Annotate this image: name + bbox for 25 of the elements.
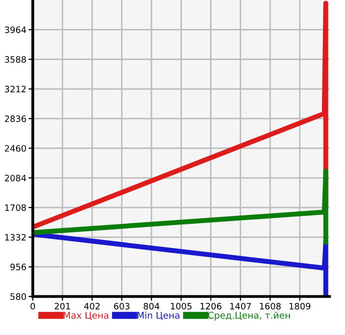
y-tick-label: 1708 [5,204,26,211]
legend-label: Max Цена [64,312,108,320]
y-tick-label: 2084 [4,174,26,182]
x-tick-label: 402 [84,302,100,310]
y-tick-label: 3964 [4,26,26,34]
line-series [32,168,328,244]
x-tick-label: 804 [144,302,160,310]
line-series [32,0,328,230]
x-tick-label: 1005 [170,302,192,310]
y-tick-label: 3212 [4,86,26,92]
y-tick-label: 2460 [4,145,26,152]
x-tick-label: 0 [30,302,35,310]
legend-label: Min Цена [138,312,180,320]
x-tick-label: 1809 [290,302,310,310]
y-tick-label: 956 [10,264,26,270]
y-tick-label: 1332 [5,234,26,241]
x-tick-label: 1206 [200,302,222,310]
x-tick-label: 1407 [230,302,251,310]
y-tick-label: 3588 [4,56,26,63]
y-tick-label: 580 [10,293,26,300]
x-tick-label: 201 [54,302,70,310]
line-series [32,232,328,296]
x-tick-label: 603 [114,302,130,310]
y-tick-label: 2836 [4,115,26,122]
x-tick-label: 1608 [260,302,281,310]
